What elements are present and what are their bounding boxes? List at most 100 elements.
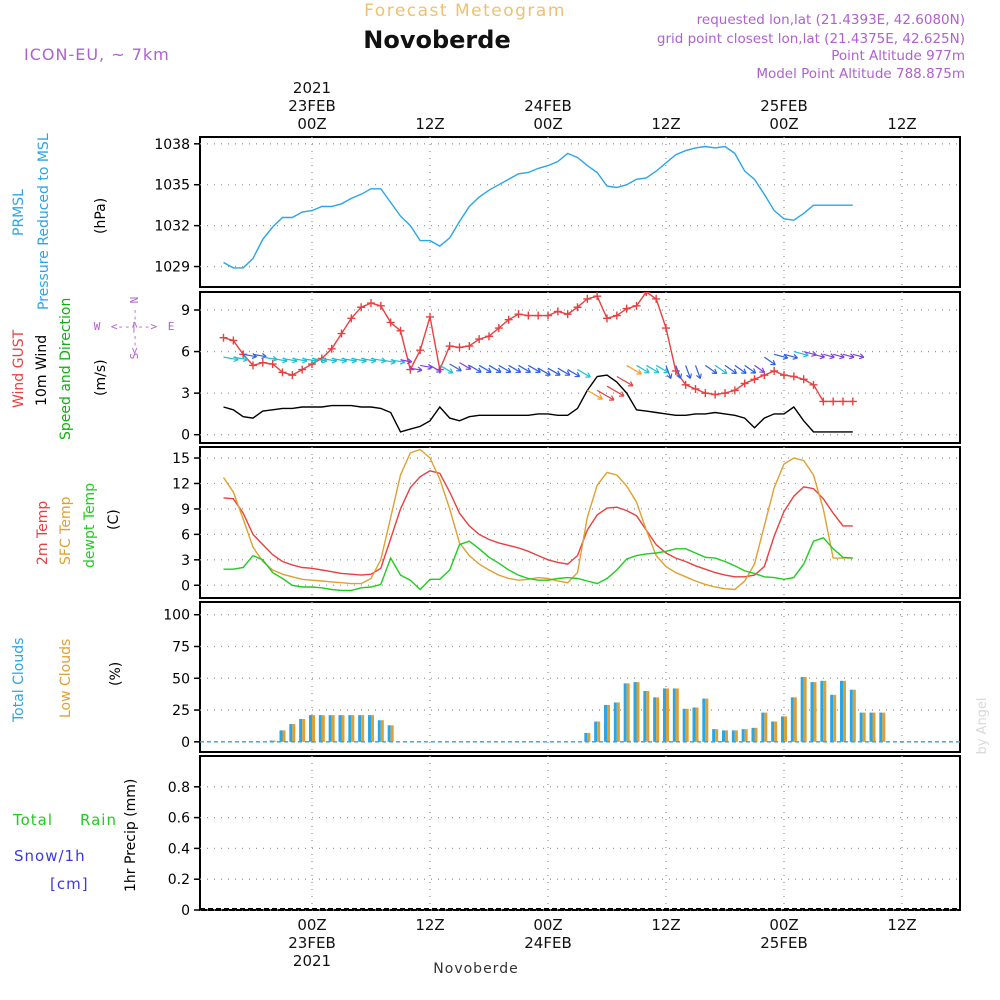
wind-arrow — [459, 362, 472, 370]
gust-point — [396, 326, 405, 335]
wind-arrow-head — [696, 373, 702, 380]
gust-point — [721, 389, 729, 398]
wind-arrow — [380, 359, 396, 364]
clouds-plot — [200, 677, 960, 743]
low-cloud-bar — [312, 715, 315, 742]
wind-arrow-head — [608, 395, 615, 401]
wind-arrow — [577, 369, 591, 378]
total-cloud-bar — [318, 715, 322, 742]
total-cloud-bar — [712, 729, 716, 742]
wind-arrow-head — [574, 371, 581, 378]
wind-arrow — [842, 353, 855, 358]
wind-arrow — [439, 364, 454, 374]
gust-point — [376, 301, 385, 310]
gust-point — [544, 311, 552, 320]
panels: 1029103210351038036903691215025507510000… — [154, 136, 961, 919]
gust-point — [357, 303, 366, 312]
total-cloud-bar — [869, 712, 873, 742]
temperature-ytick-label: 3 — [181, 553, 190, 569]
total-cloud-bar — [781, 716, 784, 742]
wind-arrow — [508, 364, 521, 373]
wind-arrow — [744, 364, 756, 374]
total-cloud-bar — [653, 697, 657, 742]
wind-arrow — [252, 353, 267, 358]
gust-point — [229, 336, 238, 345]
ms-unit: (m/s) — [93, 359, 109, 396]
wind-arrow-head — [686, 373, 692, 379]
total-cloud-bar — [840, 680, 843, 742]
total-cloud-bar — [309, 715, 312, 742]
gust-point — [848, 397, 857, 406]
wind-arrow — [774, 353, 788, 359]
precipitation-ytick-label: 0.4 — [168, 841, 190, 857]
wind-panel: 0 3 6 9 — [181, 291, 961, 444]
gust-point — [671, 366, 680, 375]
prmsl-label: PRMSL — [11, 189, 27, 236]
wind-arrow — [823, 353, 835, 358]
gust-point — [308, 360, 316, 369]
cm-label: [cm] — [50, 875, 89, 893]
temp-labels: 2m Temp SFC Temp dewpt Temp (C) — [35, 483, 122, 568]
compass-we-axis: <--|--> — [111, 320, 158, 333]
low-cloud-bar — [862, 712, 866, 742]
wind-arrow-head — [515, 367, 522, 374]
wind-arrow-head — [585, 372, 591, 378]
wind-ytick-label: 9 — [181, 303, 190, 319]
temperature-ytick-label: 9 — [181, 502, 190, 518]
precipitation-ytick-label: 0.2 — [168, 872, 190, 888]
compass-s: S — [128, 353, 141, 360]
wind-arrow-head — [858, 353, 865, 360]
gust-point — [573, 303, 582, 312]
total-cloud-bar — [731, 730, 735, 742]
wind-arrow — [852, 353, 865, 358]
temperature-ytick-label: 15 — [172, 451, 190, 467]
low-cloud-bar — [695, 707, 699, 742]
gust-point — [563, 310, 572, 319]
low-cloud-bar — [321, 715, 325, 742]
clouds-frame — [199, 601, 961, 753]
pressure-reduced-label: Pressure Reduced to MSL — [36, 133, 52, 310]
hpa-unit: (hPa) — [93, 198, 109, 234]
gust-point — [426, 312, 434, 321]
clouds-panel: 0 25 50 75 100 — [163, 601, 961, 753]
wind-arrow — [734, 364, 747, 374]
time-label: 24FEB — [524, 934, 571, 952]
low-cloud-bar — [272, 740, 276, 742]
temperature-ytick-label: 6 — [181, 527, 190, 543]
temperature-plot — [222, 448, 853, 592]
gust-point — [327, 344, 336, 353]
gust-point — [799, 375, 808, 384]
low-cloud-bar — [872, 712, 876, 742]
gust-point — [524, 311, 533, 320]
temperature-panel: 0 3 6 9 12 15 — [172, 446, 961, 599]
wind-arrow — [469, 364, 482, 373]
wind-arrow — [655, 364, 669, 374]
total-cloud-bar — [741, 729, 745, 742]
pressure-labels: PRMSL Pressure Reduced to MSL (hPa) — [11, 133, 109, 310]
gust-point — [445, 342, 454, 351]
low-cloud-bar — [744, 729, 748, 742]
gust-point — [298, 365, 307, 374]
gust-point — [485, 332, 493, 341]
total-cloud-bar — [377, 720, 381, 742]
total-cloud-bar — [613, 702, 617, 742]
credit-watermark: by Angel — [975, 697, 990, 754]
wind-arrow-head — [750, 368, 757, 374]
total-cloud-bar — [299, 718, 303, 742]
wind-arrow-head — [476, 367, 482, 373]
model-label: ICON-EU, ~ 7km — [24, 45, 170, 64]
low-cloud-bar — [675, 688, 679, 742]
total-cloud-bar — [328, 715, 332, 742]
low-cloud-bar — [371, 715, 374, 742]
gust-point — [839, 397, 847, 406]
time-label: 00Z — [533, 115, 562, 133]
wind-arrow — [587, 389, 603, 400]
total-cloud-bar — [289, 724, 293, 742]
dewpt-temp-label: dewpt Temp — [82, 483, 98, 568]
compass-s-arrow: <-- — [128, 334, 141, 354]
low-cloud-bar — [793, 697, 797, 742]
wind-arrow-head — [465, 364, 472, 370]
low-cloud-bar — [784, 716, 787, 742]
wind-arrow — [361, 357, 377, 362]
